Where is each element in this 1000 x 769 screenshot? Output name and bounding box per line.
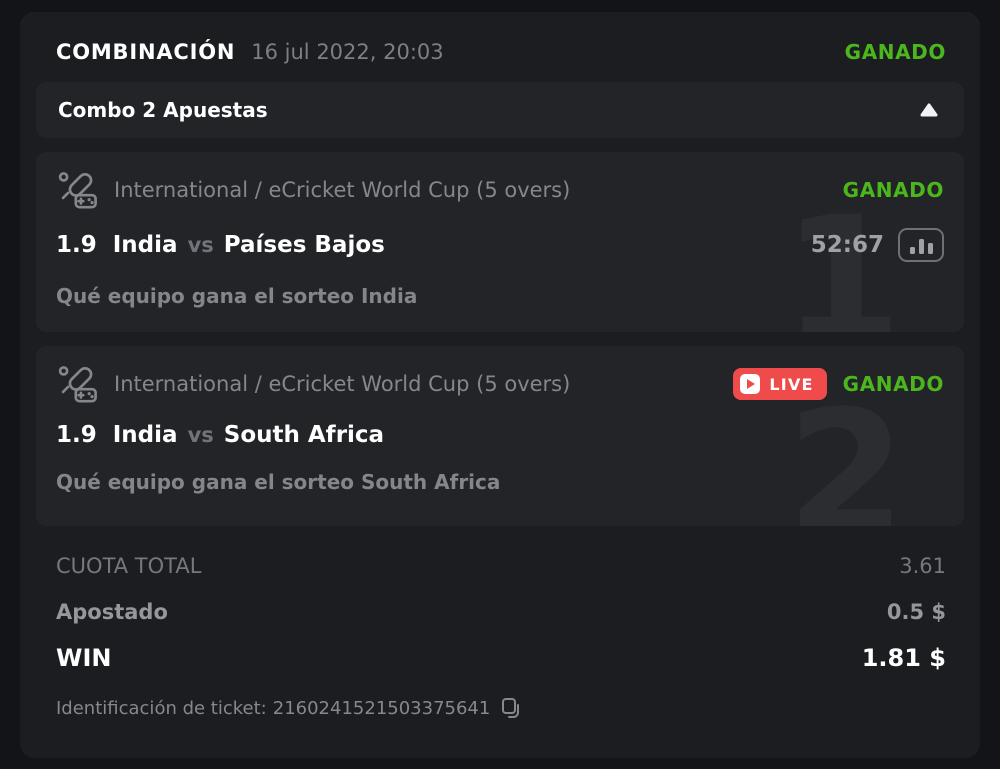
away-team: Países Bajos (223, 232, 385, 258)
ticket-datetime: 16 jul 2022, 20:03 (251, 40, 444, 64)
bet-ticket-card: COMBINACIÓN 16 jul 2022, 20:03 GANADO Co… (20, 12, 980, 758)
live-label: LIVE (769, 374, 814, 394)
match-score: 52:67 (810, 232, 884, 258)
chevron-up-icon (918, 101, 940, 119)
bet-card-1: 1 International / eCricket World Cup (5 … (36, 152, 964, 332)
ticket-header: COMBINACIÓN 16 jul 2022, 20:03 GANADO (36, 12, 964, 82)
bet-odds: 1.9 (56, 422, 97, 448)
live-badge: LIVE (733, 368, 827, 400)
total-odds-row: CUOTA TOTAL 3.61 (56, 554, 946, 578)
vs-separator: vs (187, 233, 214, 257)
ecricket-icon (56, 170, 100, 210)
vs-separator: vs (187, 423, 214, 447)
league-row: International / eCricket World Cup (5 ov… (56, 170, 944, 210)
home-team: India (112, 422, 178, 448)
bet-odds: 1.9 (56, 232, 97, 258)
ticket-id-value: 2160241521503375641 (272, 697, 491, 719)
league-name: International / eCricket World Cup (5 ov… (114, 178, 571, 202)
win-row: WIN 1.81 $ (56, 644, 946, 672)
stats-button[interactable] (898, 228, 944, 262)
bet-status-badge: GANADO (842, 372, 944, 396)
stake-value: 0.5 $ (886, 600, 946, 624)
combo-label: Combo 2 Apuestas (58, 98, 268, 122)
league-row: International / eCricket World Cup (5 ov… (56, 364, 944, 404)
market-selection: Qué equipo gana el sorteo South Africa (56, 470, 501, 494)
bet-card-2: 2 International / eCricket World Cup (5 … (36, 346, 964, 526)
ticket-id-label: Identificación de ticket: (56, 697, 267, 719)
win-value: 1.81 $ (861, 644, 946, 672)
combo-collapse-bar[interactable]: Combo 2 Apuestas (36, 82, 964, 138)
total-odds-value: 3.61 (899, 554, 946, 578)
ticket-id-row: Identificación de ticket: 21602415215033… (56, 696, 946, 720)
ticket-type-title: COMBINACIÓN (56, 40, 236, 64)
stake-label: Apostado (56, 600, 168, 624)
match-row: 1.9 India vs South Africa (56, 422, 944, 448)
ecricket-icon (56, 364, 100, 404)
bar-chart-icon (909, 247, 915, 254)
match-row: 1.9 India vs Países Bajos 52:67 (56, 228, 944, 262)
copy-icon[interactable] (500, 696, 522, 720)
ticket-summary: CUOTA TOTAL 3.61 Apostado 0.5 $ WIN 1.81… (36, 554, 964, 720)
league-name: International / eCricket World Cup (5 ov… (114, 372, 571, 396)
win-label: WIN (56, 644, 112, 672)
home-team: India (112, 232, 178, 258)
play-icon (740, 374, 761, 394)
bet-status-badge: GANADO (842, 178, 944, 202)
bet-number-watermark: 2 (786, 388, 906, 527)
market-selection: Qué equipo gana el sorteo India (56, 284, 418, 308)
total-odds-label: CUOTA TOTAL (56, 554, 202, 578)
ticket-status-badge: GANADO (844, 40, 946, 64)
away-team: South Africa (223, 422, 385, 448)
bet-number-watermark: 1 (782, 194, 902, 333)
stake-row: Apostado 0.5 $ (56, 600, 946, 624)
